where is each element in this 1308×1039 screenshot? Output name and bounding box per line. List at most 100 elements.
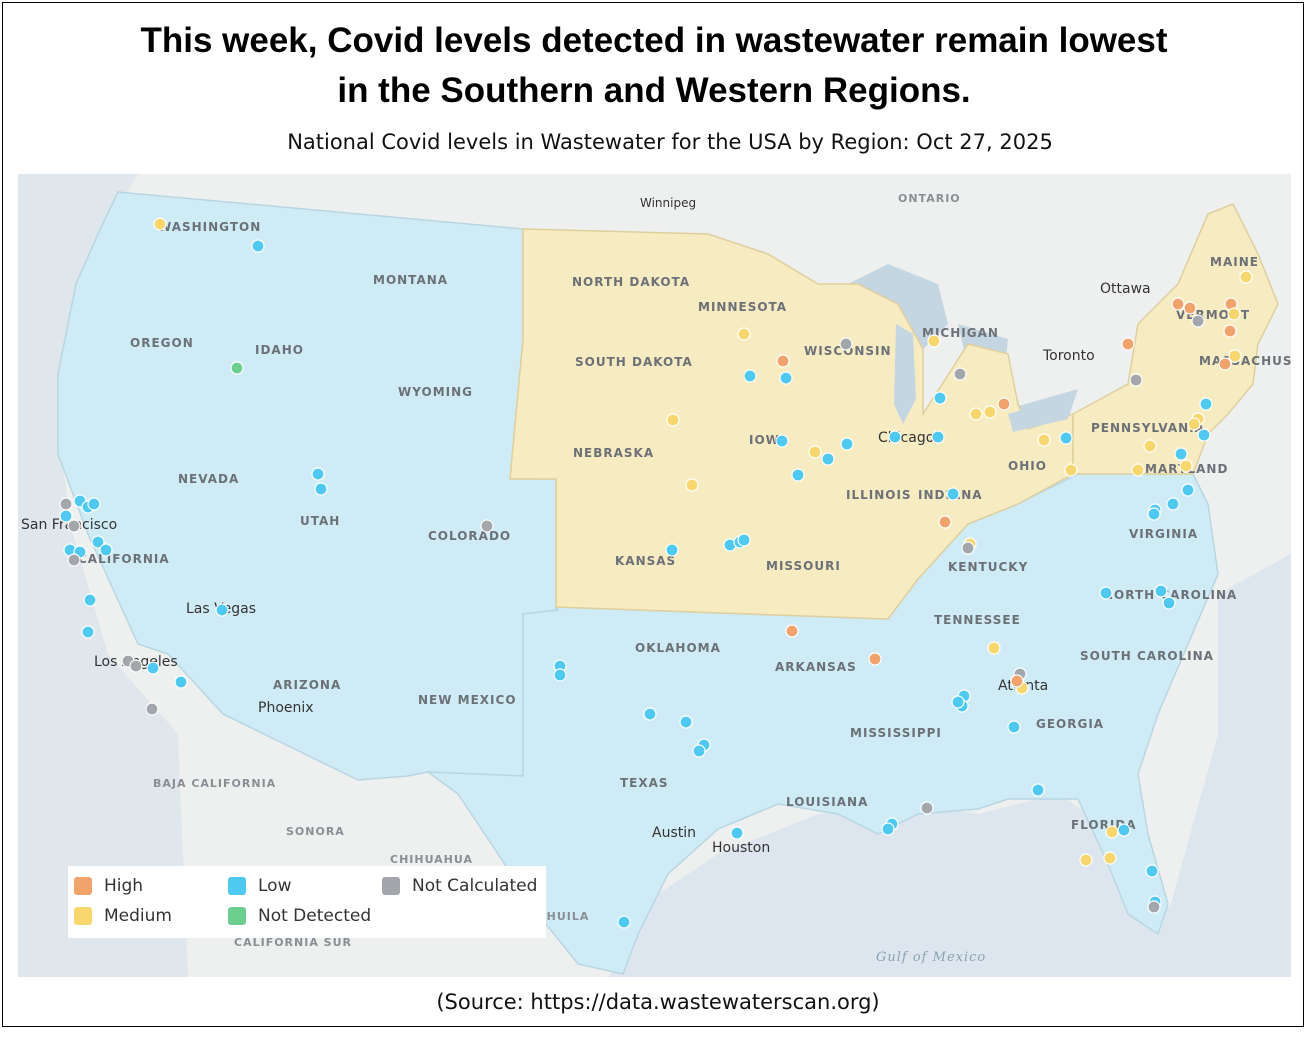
site-dot-low[interactable] [1154,584,1168,598]
site-dot-medium[interactable] [1079,853,1093,867]
site-dot-low[interactable] [1181,483,1195,497]
site-dot-medium[interactable] [685,478,699,492]
site-dot-low[interactable] [1007,720,1021,734]
region-midwest[interactable] [509,228,1074,620]
site-dot-low[interactable] [951,695,965,709]
site-dot-low[interactable] [146,661,160,675]
site-dot-not-calculated[interactable] [1191,314,1205,328]
site-dot-high[interactable] [997,397,1011,411]
site-dot-low[interactable] [840,437,854,451]
site-dot-low[interactable] [665,543,679,557]
site-dot-medium[interactable] [1227,307,1241,321]
site-dot-low[interactable] [1145,864,1159,878]
site-dot-medium[interactable] [1179,459,1193,473]
site-dot-low[interactable] [1147,507,1161,521]
site-dot-low[interactable] [311,467,325,481]
site-dot-low[interactable] [617,915,631,929]
site-dot-high[interactable] [1218,357,1232,371]
site-dot-low[interactable] [1162,596,1176,610]
region-northeast[interactable] [1072,203,1279,475]
site-dot-low[interactable] [99,543,113,557]
site-dot-not-calculated[interactable] [129,659,143,673]
site-dot-not-calculated[interactable] [67,519,81,533]
site-dot-medium[interactable] [1239,270,1253,284]
label-new-mexico: NEW MEXICO [418,693,517,707]
site-dot-medium[interactable] [969,407,983,421]
site-dot-not-calculated[interactable] [839,337,853,351]
site-dot-high[interactable] [1171,297,1185,311]
site-dot-low[interactable] [553,668,567,682]
site-dot-low[interactable] [821,452,835,466]
site-dot-not-calculated[interactable] [480,519,494,533]
us-wastewater-map[interactable]: WASHINGTON MONTANA OREGON IDAHO WYOMING … [18,174,1291,977]
site-dot-low[interactable] [87,497,101,511]
site-dot-medium[interactable] [1037,433,1051,447]
site-dot-low[interactable] [737,533,751,547]
site-dot-high[interactable] [785,624,799,638]
site-dot-low[interactable] [743,369,757,383]
site-dot-low[interactable] [692,744,706,758]
site-dot-low[interactable] [81,625,95,639]
site-dot-low[interactable] [91,535,105,549]
site-dot-medium[interactable] [1103,851,1117,865]
site-dot-low[interactable] [83,593,97,607]
site-dot-low[interactable] [881,822,895,836]
site-dot-low[interactable] [931,430,945,444]
site-dot-high[interactable] [1010,674,1024,688]
site-dot-not-calculated[interactable] [953,367,967,381]
site-dot-medium[interactable] [927,334,941,348]
label-california: CALIFORNIA [78,552,170,566]
site-dot-low[interactable] [643,707,657,721]
site-dot-not-calculated[interactable] [920,801,934,815]
site-dot-medium[interactable] [1064,463,1078,477]
site-dot-not-calculated[interactable] [961,541,975,555]
site-dot-not-calculated[interactable] [67,553,81,567]
site-dot-low[interactable] [1197,428,1211,442]
site-dot-low[interactable] [946,487,960,501]
site-dot-medium[interactable] [1131,463,1145,477]
site-dot-medium[interactable] [808,445,822,459]
site-dot-low[interactable] [1166,497,1180,511]
site-dot-medium[interactable] [737,327,751,341]
site-dot-low[interactable] [730,826,744,840]
label-virginia: VIRGINIA [1129,527,1198,541]
site-dot-low[interactable] [1199,397,1213,411]
site-dot-medium[interactable] [987,641,1001,655]
site-dot-medium[interactable] [1187,417,1201,431]
site-dot-medium[interactable] [666,413,680,427]
site-dot-not-calculated[interactable] [1129,373,1143,387]
site-dot-low[interactable] [933,391,947,405]
site-dot-low[interactable] [791,468,805,482]
site-dot-low[interactable] [1059,431,1073,445]
site-dot-low[interactable] [679,715,693,729]
site-dot-not-calculated[interactable] [1147,900,1161,914]
site-dot-high[interactable] [1121,337,1135,351]
site-dot-medium[interactable] [983,405,997,419]
site-dot-high[interactable] [1223,324,1237,338]
site-dot-high[interactable] [868,652,882,666]
site-dot-low[interactable] [775,434,789,448]
site-dot-low[interactable] [174,675,188,689]
site-dot-high[interactable] [938,515,952,529]
site-dot-low[interactable] [1031,783,1045,797]
site-dot-not-detected[interactable] [230,361,244,375]
site-dot-low[interactable] [314,482,328,496]
site-dot-low[interactable] [251,239,265,253]
site-dot-low[interactable] [1099,586,1113,600]
site-dot-medium[interactable] [1105,825,1119,839]
site-dot-low[interactable] [888,430,902,444]
site-dot-high[interactable] [776,354,790,368]
label-sonora: SONORA [286,825,345,838]
site-dot-medium[interactable] [1143,439,1157,453]
site-dot-low[interactable] [1174,447,1188,461]
site-dot-not-calculated[interactable] [145,702,159,716]
site-dot-not-calculated[interactable] [59,497,73,511]
site-dot-high[interactable] [1183,301,1197,315]
site-dot-low[interactable] [1117,823,1131,837]
site-dot-low[interactable] [779,371,793,385]
site-dot-low[interactable] [59,509,73,523]
label-kentucky: KENTUCKY [948,560,1028,574]
site-dot-medium[interactable] [153,217,167,231]
site-dot-low[interactable] [215,603,229,617]
site-dot-medium[interactable] [1228,349,1242,363]
